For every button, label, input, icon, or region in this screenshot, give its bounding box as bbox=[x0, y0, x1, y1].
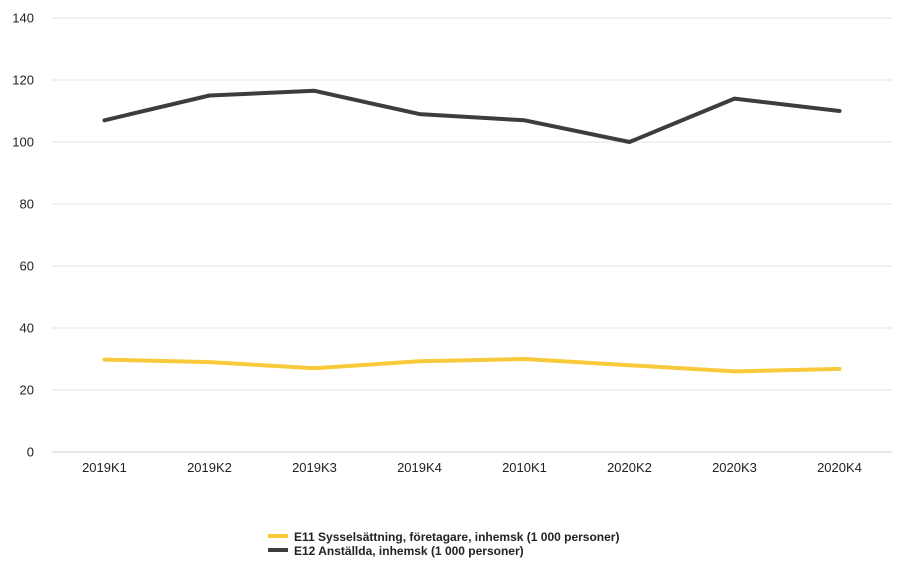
x-tick-label: 2020K4 bbox=[817, 460, 862, 475]
x-axis: 2019K1 2019K2 2019K3 2019K4 2010K1 2020K2 2020… bbox=[82, 460, 862, 475]
legend-swatch bbox=[268, 534, 288, 538]
y-tick-label: 120 bbox=[12, 73, 34, 88]
x-tick-label: 2019K4 bbox=[397, 460, 442, 475]
y-tick-label: 80 bbox=[20, 197, 34, 212]
y-axis: 0 20 40 60 80 100 120 140 bbox=[12, 11, 34, 460]
x-tick-label: 2010K1 bbox=[502, 460, 547, 475]
x-tick-label: 2019K2 bbox=[187, 460, 232, 475]
y-tick-label: 140 bbox=[12, 11, 34, 26]
y-tick-label: 60 bbox=[20, 259, 34, 274]
y-tick-label: 40 bbox=[20, 321, 34, 336]
x-tick-label: 2019K3 bbox=[292, 460, 337, 475]
y-tick-label: 0 bbox=[27, 445, 34, 460]
legend-label: E11 Sysselsättning, företagare, inhemsk … bbox=[294, 530, 619, 544]
y-tick-label: 100 bbox=[12, 135, 34, 150]
legend: E11 Sysselsättning, företagare, inhemsk … bbox=[268, 530, 619, 558]
y-tick-label: 20 bbox=[20, 383, 34, 398]
x-tick-label: 2020K3 bbox=[712, 460, 757, 475]
series-line-2 bbox=[102, 88, 842, 144]
legend-swatch bbox=[268, 548, 288, 552]
series-line-1 bbox=[102, 357, 842, 374]
x-tick-label: 2019K1 bbox=[82, 460, 127, 475]
series-lines bbox=[102, 88, 842, 374]
gridlines bbox=[52, 17, 892, 453]
legend-label: E12 Anställda, inhemsk (1 000 personer) bbox=[294, 544, 524, 558]
x-tick-label: 2020K2 bbox=[607, 460, 652, 475]
